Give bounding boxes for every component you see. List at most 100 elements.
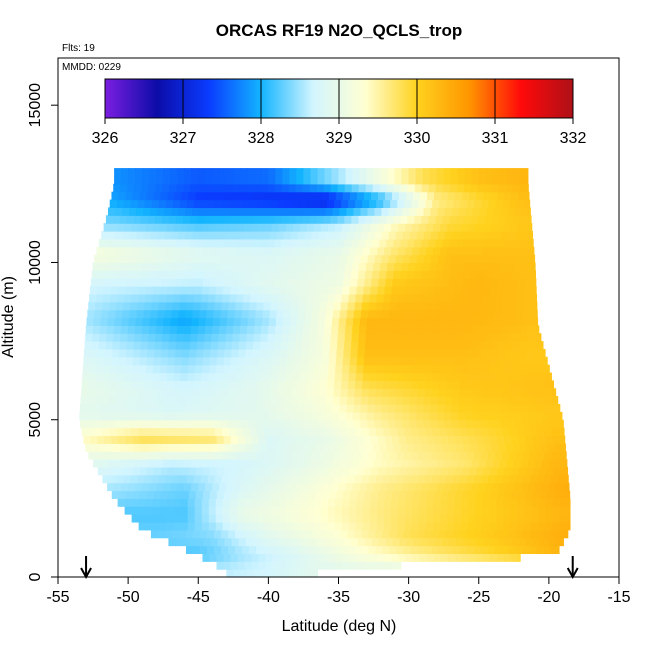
heatmap-cell xyxy=(240,317,249,326)
heatmap-cell xyxy=(391,286,400,295)
heatmap-cell xyxy=(392,278,401,287)
heatmap-cell xyxy=(396,451,405,460)
heatmap-cell xyxy=(407,215,416,224)
heatmap-cell xyxy=(183,333,191,342)
heatmap-cell xyxy=(435,270,443,279)
heatmap-cell xyxy=(293,286,301,295)
heatmap-cell xyxy=(419,246,427,256)
heatmap-cell xyxy=(172,474,181,484)
heatmap-cell xyxy=(473,396,481,405)
heatmap-cell xyxy=(524,521,532,531)
heatmap-cell xyxy=(222,246,231,256)
heatmap-cell xyxy=(486,317,494,326)
heatmap-cell xyxy=(340,529,348,539)
heatmap-cell xyxy=(534,459,543,468)
heatmap-cell xyxy=(414,215,423,224)
heatmap-cell xyxy=(387,262,395,271)
heatmap-cell xyxy=(110,364,119,374)
heatmap-cell xyxy=(326,301,335,311)
heatmap-cell xyxy=(360,309,369,319)
heatmap-cell xyxy=(214,451,223,460)
heatmap-layer xyxy=(79,168,571,578)
heatmap-cell xyxy=(424,474,433,484)
heatmap-cell xyxy=(534,262,536,271)
heatmap-cell xyxy=(316,238,324,248)
heatmap-cell xyxy=(552,514,560,523)
heatmap-cell xyxy=(530,380,539,389)
heatmap-cell xyxy=(145,521,154,531)
heatmap-cell xyxy=(179,199,188,209)
heatmap-cell xyxy=(116,451,125,460)
heatmap-cell xyxy=(480,529,489,539)
heatmap-cell xyxy=(229,506,238,515)
heatmap-cell xyxy=(427,435,435,444)
heatmap-cell xyxy=(434,191,442,201)
heatmap-cell xyxy=(316,215,324,224)
heatmap-cell xyxy=(96,293,104,303)
heatmap-cell xyxy=(235,427,244,437)
heatmap-cell xyxy=(467,451,475,460)
heatmap-cell xyxy=(517,246,525,256)
heatmap-cell xyxy=(289,325,297,334)
heatmap-cell xyxy=(385,490,393,499)
heatmap-cell xyxy=(495,474,503,484)
heatmap-cell xyxy=(351,183,360,193)
heatmap-cell xyxy=(342,356,351,366)
heatmap-cell xyxy=(377,521,385,531)
heatmap-cell xyxy=(474,199,482,209)
heatmap-cell xyxy=(131,223,140,232)
heatmap-cell xyxy=(234,231,243,240)
heatmap-cell xyxy=(372,238,380,248)
heatmap-cell xyxy=(166,364,175,374)
heatmap-cell xyxy=(446,199,454,209)
heatmap-cell xyxy=(204,325,213,334)
heatmap-cell xyxy=(95,388,103,397)
heatmap-cell xyxy=(135,459,143,468)
heatmap-cell xyxy=(328,435,337,444)
heatmap-cell xyxy=(363,498,371,507)
heatmap-cell xyxy=(488,293,497,303)
heatmap-cell xyxy=(351,270,359,279)
heatmap-cell xyxy=(470,183,479,193)
heatmap-cell xyxy=(551,380,555,389)
heatmap-cell xyxy=(199,396,208,405)
heatmap-cell xyxy=(359,168,368,177)
heatmap-cell xyxy=(457,168,466,177)
heatmap-cell xyxy=(467,380,475,389)
heatmap-cell xyxy=(117,246,126,256)
heatmap-cell xyxy=(104,278,113,287)
heatmap-cell xyxy=(330,183,339,193)
heatmap-cell xyxy=(324,168,333,177)
heatmap-cell xyxy=(422,325,430,334)
heatmap-cell xyxy=(204,262,213,271)
heatmap-cell xyxy=(350,278,358,287)
heatmap-cell xyxy=(495,199,504,209)
heatmap-cell xyxy=(162,238,170,248)
heatmap-cell xyxy=(469,278,478,287)
heatmap-cell xyxy=(297,419,305,429)
heatmap-cell xyxy=(389,451,398,460)
heatmap-cell xyxy=(384,246,392,256)
heatmap-cell xyxy=(282,569,291,578)
heatmap-cell xyxy=(423,309,432,319)
heatmap-cell xyxy=(244,364,252,374)
heatmap-cell xyxy=(495,293,504,303)
heatmap-cell xyxy=(530,427,539,437)
heatmap-cell xyxy=(408,459,417,468)
heatmap-cell xyxy=(180,246,189,256)
heatmap-cell xyxy=(178,207,186,216)
heatmap-cell xyxy=(378,466,386,476)
heatmap-cell xyxy=(386,443,395,452)
heatmap-cell xyxy=(210,270,219,279)
heatmap-cell xyxy=(490,435,498,444)
heatmap-cell xyxy=(266,537,275,547)
heatmap-cell xyxy=(263,529,271,539)
heatmap-cell xyxy=(187,506,196,515)
heatmap-cell xyxy=(441,435,449,444)
heatmap-cell xyxy=(370,521,378,531)
heatmap-cell xyxy=(342,435,351,444)
heatmap-cell xyxy=(222,506,231,515)
heatmap-cell xyxy=(447,498,455,507)
heatmap-cell xyxy=(427,191,435,201)
heatmap-cell xyxy=(506,325,515,334)
